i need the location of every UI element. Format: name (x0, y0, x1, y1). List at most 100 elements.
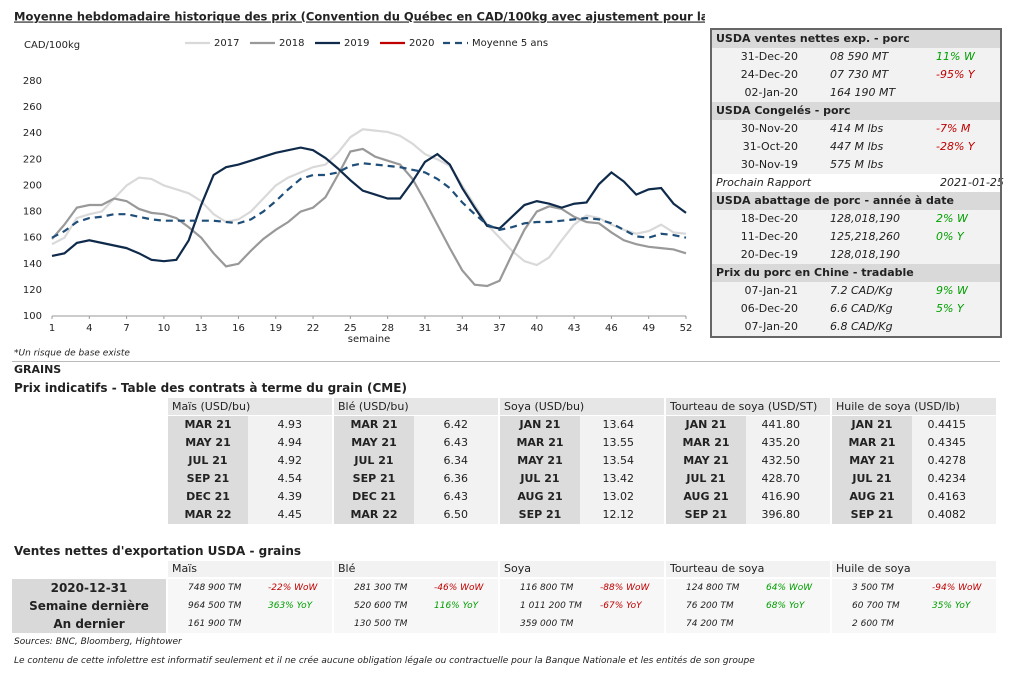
export-cell-bg (832, 579, 996, 597)
row-date: 11-Dec-20 (740, 230, 798, 243)
legend-label: 2017 (214, 38, 239, 49)
export-value: 2 600 TM (852, 619, 894, 629)
export-header: Tourteau de soya (666, 561, 830, 577)
export-value: 964 500 TM (188, 601, 242, 611)
export-cell-bg (666, 579, 830, 597)
row-bg (712, 300, 1000, 318)
grain-contract: JUL 21 (334, 452, 414, 470)
y-tick-label: 280 (23, 76, 42, 87)
grain-contract: SEP 21 (832, 506, 912, 524)
grain-price: 0.4234 (912, 470, 996, 488)
export-cell-bg (500, 615, 664, 633)
export-change: -22% WoW (268, 583, 318, 593)
row-value: 128,018,190 (830, 212, 900, 225)
section-title: USDA abattage de porc - année à date (712, 192, 1000, 210)
export-value: 124 800 TM (686, 583, 740, 593)
export-cell-bg (334, 615, 498, 633)
grain-contract: SEP 21 (334, 470, 414, 488)
grain-price: 0.4082 (912, 506, 996, 524)
grain-price: 6.34 (414, 452, 498, 470)
x-tick-label: 46 (605, 323, 618, 334)
row-bg (712, 138, 1000, 156)
grain-price: 435.20 (746, 434, 830, 452)
grain-price: 0.4163 (912, 488, 996, 506)
legend-label: 2019 (344, 38, 369, 49)
grain-header: Blé (USD/bu) (334, 398, 498, 415)
grain-price: 4.92 (248, 452, 332, 470)
grain-contract: SEP 21 (666, 506, 746, 524)
note-date: 2021-01-25 (940, 176, 1004, 189)
grain-price: 416.90 (746, 488, 830, 506)
export-cell-bg (500, 597, 664, 615)
x-tick-label: 19 (269, 323, 282, 334)
y-tick-label: 140 (23, 259, 42, 270)
x-tick-label: 31 (419, 323, 432, 334)
export-change: 35% YoY (932, 601, 971, 611)
export-value: 520 600 TM (354, 601, 408, 611)
legend-label: 2018 (279, 38, 304, 49)
row-value: 6.8 CAD/Kg (830, 320, 893, 333)
grain-price: 13.64 (580, 416, 664, 434)
row-bg (712, 318, 1000, 336)
grain-price: 4.94 (248, 434, 332, 452)
grain-price: 13.02 (580, 488, 664, 506)
grain-price: 4.45 (248, 506, 332, 524)
row-date: 07-Jan-20 (744, 320, 798, 333)
grain-contract: MAY 21 (832, 452, 912, 470)
x-tick-label: 40 (530, 323, 543, 334)
export-value: 60 700 TM (852, 601, 900, 611)
y-tick-label: 100 (23, 311, 42, 322)
row-bg (712, 66, 1000, 84)
export-cell-bg (334, 579, 498, 597)
row-change: -28% Y (936, 140, 975, 153)
export-value: 1 011 200 TM (520, 601, 582, 611)
x-tick-label: 10 (158, 323, 171, 334)
export-cell-bg (334, 597, 498, 615)
grain-price: 13.42 (580, 470, 664, 488)
export-value: 281 300 TM (354, 583, 408, 593)
export-row-label: Semaine dernière (12, 597, 166, 615)
x-tick-label: 43 (568, 323, 581, 334)
grain-price: 6.42 (414, 416, 498, 434)
grain-price: 4.39 (248, 488, 332, 506)
export-cell-bg (666, 615, 830, 633)
grain-price: 6.43 (414, 488, 498, 506)
legend-label: 2020 (409, 38, 434, 49)
row-value: 575 M lbs (830, 158, 884, 171)
x-tick-label: 4 (86, 323, 92, 334)
row-date: 20-Dec-19 (740, 248, 798, 261)
y-tick-label: 120 (23, 285, 42, 296)
y-tick-label: 160 (23, 233, 42, 244)
x-tick-label: 22 (307, 323, 320, 334)
export-value: 116 800 TM (520, 583, 574, 593)
grain-contract: MAR 21 (666, 434, 746, 452)
y-tick-label: 260 (23, 102, 42, 113)
note-label: Prochain Rapport (716, 176, 812, 189)
series-line (51, 147, 687, 288)
grains-heading: GRAINS (14, 363, 62, 376)
grain-contract: MAR 21 (500, 434, 580, 452)
legend-label: Moyenne 5 ans (472, 38, 548, 49)
grain-contract: SEP 21 (500, 506, 580, 524)
row-change: 0% Y (936, 230, 964, 243)
grain-header: Huile de soya (USD/lb) (832, 398, 996, 415)
disclaimer: Le contenu de cette infolettre est infor… (14, 656, 755, 666)
export-value: 74 200 TM (686, 619, 734, 629)
grain-price: 432.50 (746, 452, 830, 470)
row-date: 02-Jan-20 (744, 86, 798, 99)
export-value: 748 900 TM (188, 583, 242, 593)
grain-price: 12.12 (580, 506, 664, 524)
grain-contract: MAR 21 (334, 416, 414, 434)
export-value: 76 200 TM (686, 601, 734, 611)
grain-contract: MAR 22 (334, 506, 414, 524)
row-value: 08 590 MT (830, 50, 889, 63)
grain-contract: JAN 21 (832, 416, 912, 434)
grain-price: 6.43 (414, 434, 498, 452)
export-value: 161 900 TM (188, 619, 242, 629)
grain-contract: MAY 21 (168, 434, 248, 452)
row-value: 447 M lbs (830, 140, 884, 153)
grain-contract: JUL 21 (832, 470, 912, 488)
row-bg (712, 156, 1000, 174)
panel-border (710, 28, 1002, 338)
export-title: Ventes nettes d'exportation USDA - grain… (14, 544, 302, 558)
